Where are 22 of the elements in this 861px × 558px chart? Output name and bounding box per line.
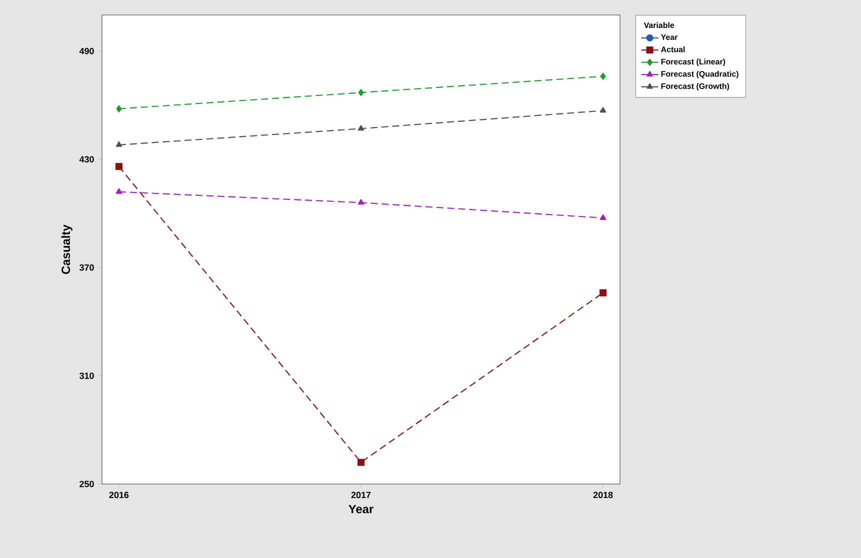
point xyxy=(358,125,364,131)
y-tick-label: 370 xyxy=(79,264,94,271)
y-tick-label: 250 xyxy=(80,480,94,488)
point xyxy=(600,289,607,296)
y-tick-label: 430 xyxy=(79,156,94,162)
x-axis-title: Year xyxy=(348,504,374,514)
point xyxy=(600,107,606,113)
point xyxy=(116,188,122,194)
x-tick-label: 2016 xyxy=(109,492,129,498)
y-axis-title: Casualty xyxy=(61,224,72,274)
point xyxy=(600,72,606,80)
y-tick-label: 310 xyxy=(79,372,94,379)
point xyxy=(358,199,364,205)
x-tick-label: 2018 xyxy=(593,492,613,498)
point xyxy=(358,89,364,96)
point xyxy=(600,214,606,220)
point xyxy=(115,162,122,170)
point xyxy=(116,105,122,112)
x-tick-label: 2017 xyxy=(351,492,371,498)
y-tick-label: 490 xyxy=(79,48,94,54)
point xyxy=(357,458,365,466)
point xyxy=(116,141,122,147)
